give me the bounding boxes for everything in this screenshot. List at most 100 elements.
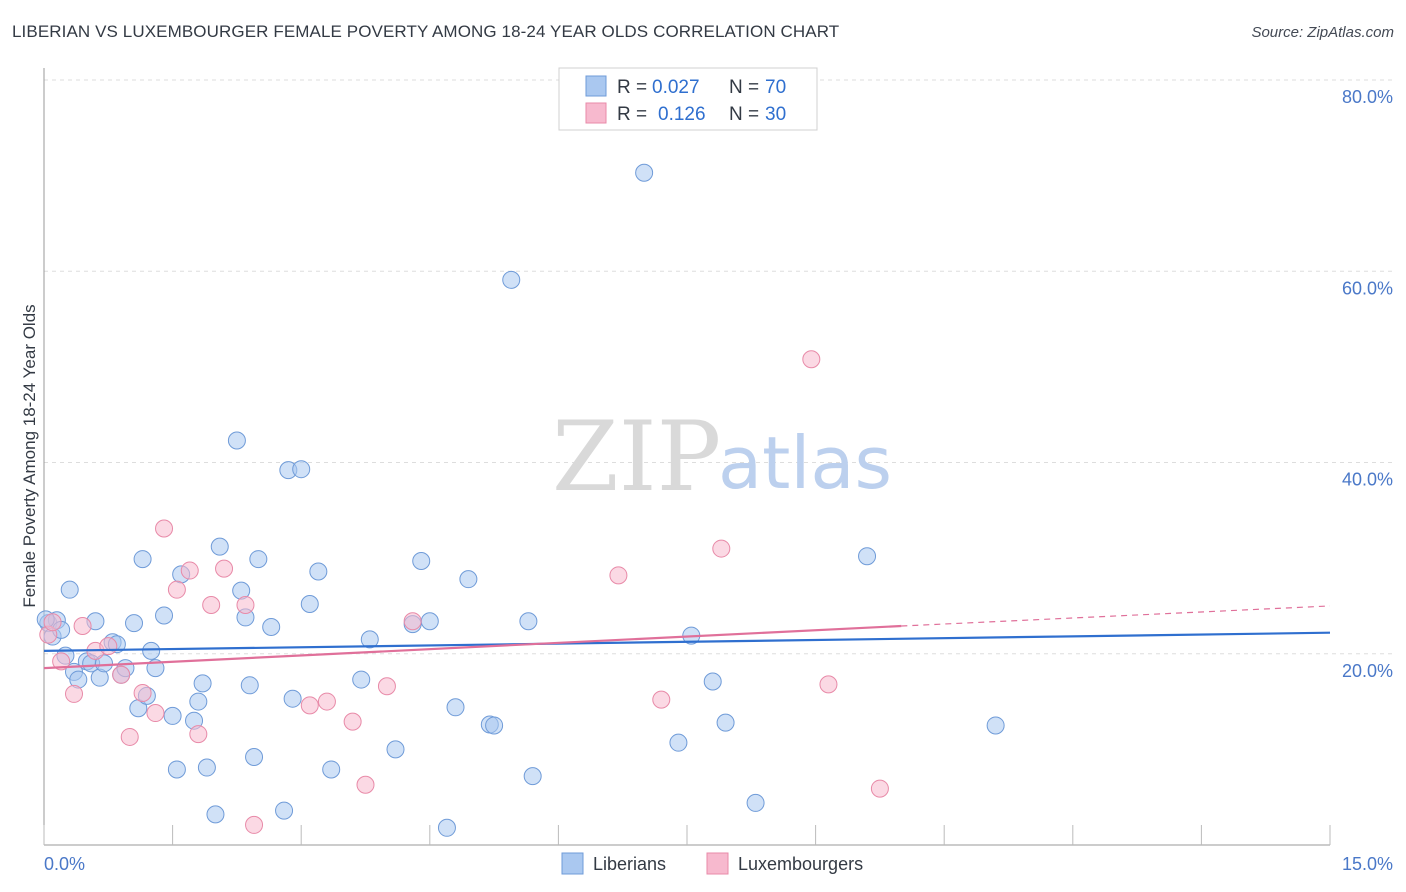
liberians-trend-line <box>43 631 1331 652</box>
y-tick-labels: 20.0% 40.0% 60.0% 80.0% <box>1342 87 1393 681</box>
liberian-point <box>206 805 225 824</box>
luxembourger-point <box>202 595 221 614</box>
axes <box>43 68 1331 846</box>
y-tick-label: 40.0% <box>1342 470 1393 490</box>
liberian-point <box>322 760 341 779</box>
luxembourger-point <box>155 519 174 538</box>
legend-r-label-2: R = <box>617 104 647 125</box>
liberian-point <box>716 713 735 732</box>
luxembourger-point <box>167 580 186 599</box>
legend-liberians-label: Liberians <box>593 854 666 874</box>
luxembourger-point <box>819 675 838 694</box>
legend-n-value-2: 30 <box>765 104 786 125</box>
liberian-point <box>283 689 302 708</box>
legend-liberians-swatch <box>561 852 584 875</box>
liberian-point <box>193 674 212 693</box>
legend-luxembourgers-label: Luxembourgers <box>738 854 863 874</box>
legend-series: Liberians Luxembourgers <box>561 852 863 875</box>
y-tick-label: 80.0% <box>1342 87 1393 107</box>
luxembourger-point <box>99 637 118 656</box>
liberian-point <box>210 537 229 556</box>
luxembourger-point <box>180 561 199 580</box>
liberian-point <box>523 767 542 786</box>
liberian-point <box>249 550 268 569</box>
liberian-point <box>360 630 379 649</box>
legend-r-value-2: 0.126 <box>658 104 706 125</box>
luxembourger-point <box>112 665 131 684</box>
luxembourger-point <box>802 350 821 369</box>
luxembourger-point <box>133 683 152 702</box>
liberian-point <box>703 672 722 691</box>
luxembourger-point <box>870 779 889 798</box>
luxembourger-point <box>73 617 92 636</box>
liberian-point <box>197 758 216 777</box>
liberian-point <box>519 612 538 631</box>
liberian-point <box>502 270 521 289</box>
legend-n-label-2: N = <box>729 104 759 125</box>
legend-stats: R = 0.027 N = 70 R = 0.126 N = 30 <box>558 67 818 131</box>
chart-title: LIBERIAN VS LUXEMBOURGER FEMALE POVERTY … <box>12 22 840 41</box>
luxembourger-point <box>300 696 319 715</box>
luxembourgers-trend-line <box>43 624 902 670</box>
luxembourgers-trend-extension <box>901 605 1331 627</box>
watermark-atlas: atlas <box>718 421 892 505</box>
liberian-point <box>155 606 174 625</box>
luxembourger-point <box>146 704 165 723</box>
y-tick-label: 60.0% <box>1342 278 1393 298</box>
luxembourger-point <box>377 677 396 696</box>
x-tick-label-max: 15.0% <box>1342 854 1393 874</box>
liberian-point <box>133 550 152 569</box>
legend-swatch-blue <box>585 75 607 97</box>
liberian-point <box>386 740 405 759</box>
gridlines <box>44 79 1392 655</box>
liberian-point <box>446 698 465 717</box>
liberian-point <box>60 580 79 599</box>
liberian-point <box>485 716 504 735</box>
liberian-point <box>95 654 114 673</box>
luxembourger-point <box>712 539 731 558</box>
luxembourger-point <box>215 559 234 578</box>
liberian-point <box>227 431 246 450</box>
source-label: Source: ZipAtlas.com <box>1251 24 1394 41</box>
liberian-point <box>142 641 161 660</box>
liberian-point <box>262 617 281 636</box>
luxembourger-point <box>65 684 84 703</box>
luxembourger-point <box>652 690 671 709</box>
liberian-point <box>300 595 319 614</box>
liberian-point <box>309 562 328 581</box>
liberian-point <box>163 706 182 725</box>
liberian-point <box>125 614 144 633</box>
legend-swatch-pink <box>585 102 607 124</box>
liberian-point <box>459 570 478 589</box>
liberian-point <box>635 163 654 182</box>
luxembourgers-points <box>39 350 889 834</box>
liberian-point <box>245 748 264 767</box>
liberian-point <box>669 733 688 752</box>
legend-luxembourgers-swatch <box>706 852 729 875</box>
luxembourger-point <box>43 613 62 632</box>
luxembourger-point <box>245 815 264 834</box>
liberian-point <box>189 692 208 711</box>
liberian-point <box>746 793 765 812</box>
luxembourger-point <box>317 692 336 711</box>
liberian-point <box>858 547 877 566</box>
liberian-point <box>412 551 431 570</box>
y-tick-label: 20.0% <box>1342 661 1393 681</box>
liberian-point <box>420 612 439 631</box>
legend-r-label-1: R = <box>617 77 647 98</box>
liberian-point <box>986 716 1005 735</box>
luxembourger-point <box>343 712 362 731</box>
watermark-zip: ZIP <box>552 401 721 513</box>
luxembourger-point <box>120 727 139 746</box>
liberian-point <box>240 676 259 695</box>
luxembourger-point <box>356 775 375 794</box>
liberian-point <box>292 460 311 479</box>
watermark: ZIP atlas <box>552 401 892 513</box>
liberian-point <box>275 801 294 820</box>
luxembourger-point <box>189 725 208 744</box>
x-tick-label-min: 0.0% <box>44 854 85 874</box>
luxembourger-point <box>52 652 71 671</box>
legend-r-value-1: 0.027 <box>652 77 700 98</box>
y-axis-label: Female Poverty Among 18-24 Year Olds <box>20 304 39 607</box>
